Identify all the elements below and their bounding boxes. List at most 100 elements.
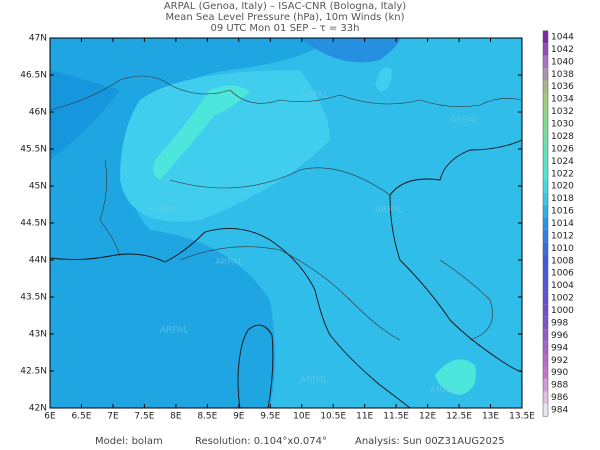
colorbar-label: 1016 (551, 207, 574, 217)
colorbar-label: 1028 (551, 132, 574, 142)
lat-label: 44N (29, 256, 47, 266)
colorbar-label: 1024 (551, 157, 574, 167)
lon-label: 13E (482, 412, 499, 422)
pressure-field (50, 38, 330, 408)
coastline (389, 139, 522, 373)
lat-label: 44.5N (20, 219, 47, 229)
colorbar-segment (543, 179, 548, 193)
colorbar-segment (543, 242, 548, 255)
lat-label: 45.5N (20, 145, 47, 155)
colorbar-frame (542, 30, 549, 417)
colorbar-label: 1036 (551, 82, 574, 92)
colorbar-segment (543, 92, 548, 106)
coastline (237, 324, 274, 408)
pressure-field (50, 70, 120, 160)
colorbar-segment (543, 366, 548, 379)
lon-label: 8E (170, 412, 182, 422)
colorbar-label: 1012 (551, 231, 574, 241)
watermark: ARPAL (430, 386, 458, 396)
colorbar-segment (543, 291, 548, 305)
colorbar-segment (543, 105, 548, 118)
colorbar-label: 1004 (551, 281, 574, 291)
lat-label: 43N (29, 330, 47, 340)
lon-label: 7.5E (134, 412, 154, 422)
watermark: ARPAL (150, 206, 178, 216)
watermark: ARPAL (375, 206, 403, 216)
pressure-field (120, 70, 330, 222)
watermark: ARPAL (160, 326, 188, 336)
colorbar-label: 996 (551, 331, 568, 341)
colorbar-label: 1008 (551, 256, 574, 266)
colorbar-label: 1044 (551, 33, 574, 43)
pressure-field (300, 38, 400, 63)
colorbar-label: 1020 (551, 182, 574, 192)
colorbar-label: 1034 (551, 95, 574, 105)
colorbar-label: 1010 (551, 244, 574, 254)
colorbar-label: 1000 (551, 306, 574, 316)
watermark: ARPAL (450, 116, 478, 126)
lon-label: 11.5E (383, 412, 409, 422)
colorbar-segment (543, 204, 548, 218)
lon-label: 7E (107, 412, 119, 422)
colorbar-label: 1030 (551, 120, 574, 130)
lon-label: 12.5E (446, 412, 472, 422)
pressure-field (375, 67, 392, 92)
coastline (50, 227, 411, 408)
colorbar-label: 1042 (551, 45, 574, 55)
lon-label: 13.5E (509, 412, 535, 422)
lon-label: 6.5E (71, 412, 91, 422)
colorbar-label: 986 (551, 393, 568, 403)
lat-label: 45N (29, 182, 47, 192)
colorbar-segment (543, 167, 548, 180)
colorbar-segment (543, 341, 548, 355)
colorbar-label: 1014 (551, 219, 574, 229)
lon-label: 6E (44, 412, 56, 422)
colorbar-label: 1006 (551, 269, 574, 279)
lon-label: 9E (233, 412, 245, 422)
colorbar-label: 1002 (551, 294, 574, 304)
colorbar-segment (543, 130, 548, 143)
lon-label: 12E (419, 412, 436, 422)
border (439, 259, 493, 341)
watermark: ARPAL (300, 91, 328, 101)
colorbar-label: 1038 (551, 70, 574, 80)
colorbar-segment (543, 142, 548, 156)
lat-label: 42N (29, 404, 47, 414)
lon-label: 9.5E (260, 412, 280, 422)
colorbar-label: 988 (551, 381, 568, 391)
title-line: 09 UTC Mon 01 SEP – τ = 33h (211, 23, 360, 34)
colorbar-label: 1026 (551, 144, 574, 154)
footer-model: Model: bolam (95, 436, 163, 447)
colorbar-label: 1040 (551, 57, 574, 67)
lat-label: 46.5N (20, 71, 47, 81)
colorbar-segment (543, 217, 548, 230)
colorbar-segment (543, 316, 548, 330)
lon-label: 8.5E (197, 412, 217, 422)
colorbar-segment (543, 391, 548, 404)
colorbar-label: 990 (551, 368, 568, 378)
lat-label: 43.5N (20, 293, 47, 303)
title-line: ARPAL (Genoa, Italy) – ISAC-CNR (Bologna… (164, 1, 406, 12)
colorbar-label: 1018 (551, 194, 574, 204)
colorbar-label: 992 (551, 356, 568, 366)
colorbar-label: 1032 (551, 107, 574, 117)
colorbar-segment (543, 267, 548, 280)
map-field (50, 38, 522, 408)
colorbar-segment (543, 192, 548, 205)
title-line: Mean Sea Level Pressure (hPa), 10m Winds… (166, 12, 405, 23)
border (50, 75, 522, 111)
lon-label: 11E (356, 412, 373, 422)
colorbar-label: 998 (551, 318, 568, 328)
colorbar-segment (543, 279, 548, 292)
colorbar-label: 984 (551, 406, 568, 416)
pressure-field (153, 85, 250, 180)
colorbar-segment (543, 329, 548, 342)
watermark: ARPAL (300, 376, 328, 386)
lat-label: 46N (29, 108, 47, 118)
colorbar-segment (543, 55, 548, 69)
colorbar-segment (543, 43, 548, 56)
footer-resolution: Resolution: 0.104°x0.074° (195, 436, 327, 447)
colorbar-segment (543, 254, 548, 268)
colorbar-segment (543, 378, 548, 392)
